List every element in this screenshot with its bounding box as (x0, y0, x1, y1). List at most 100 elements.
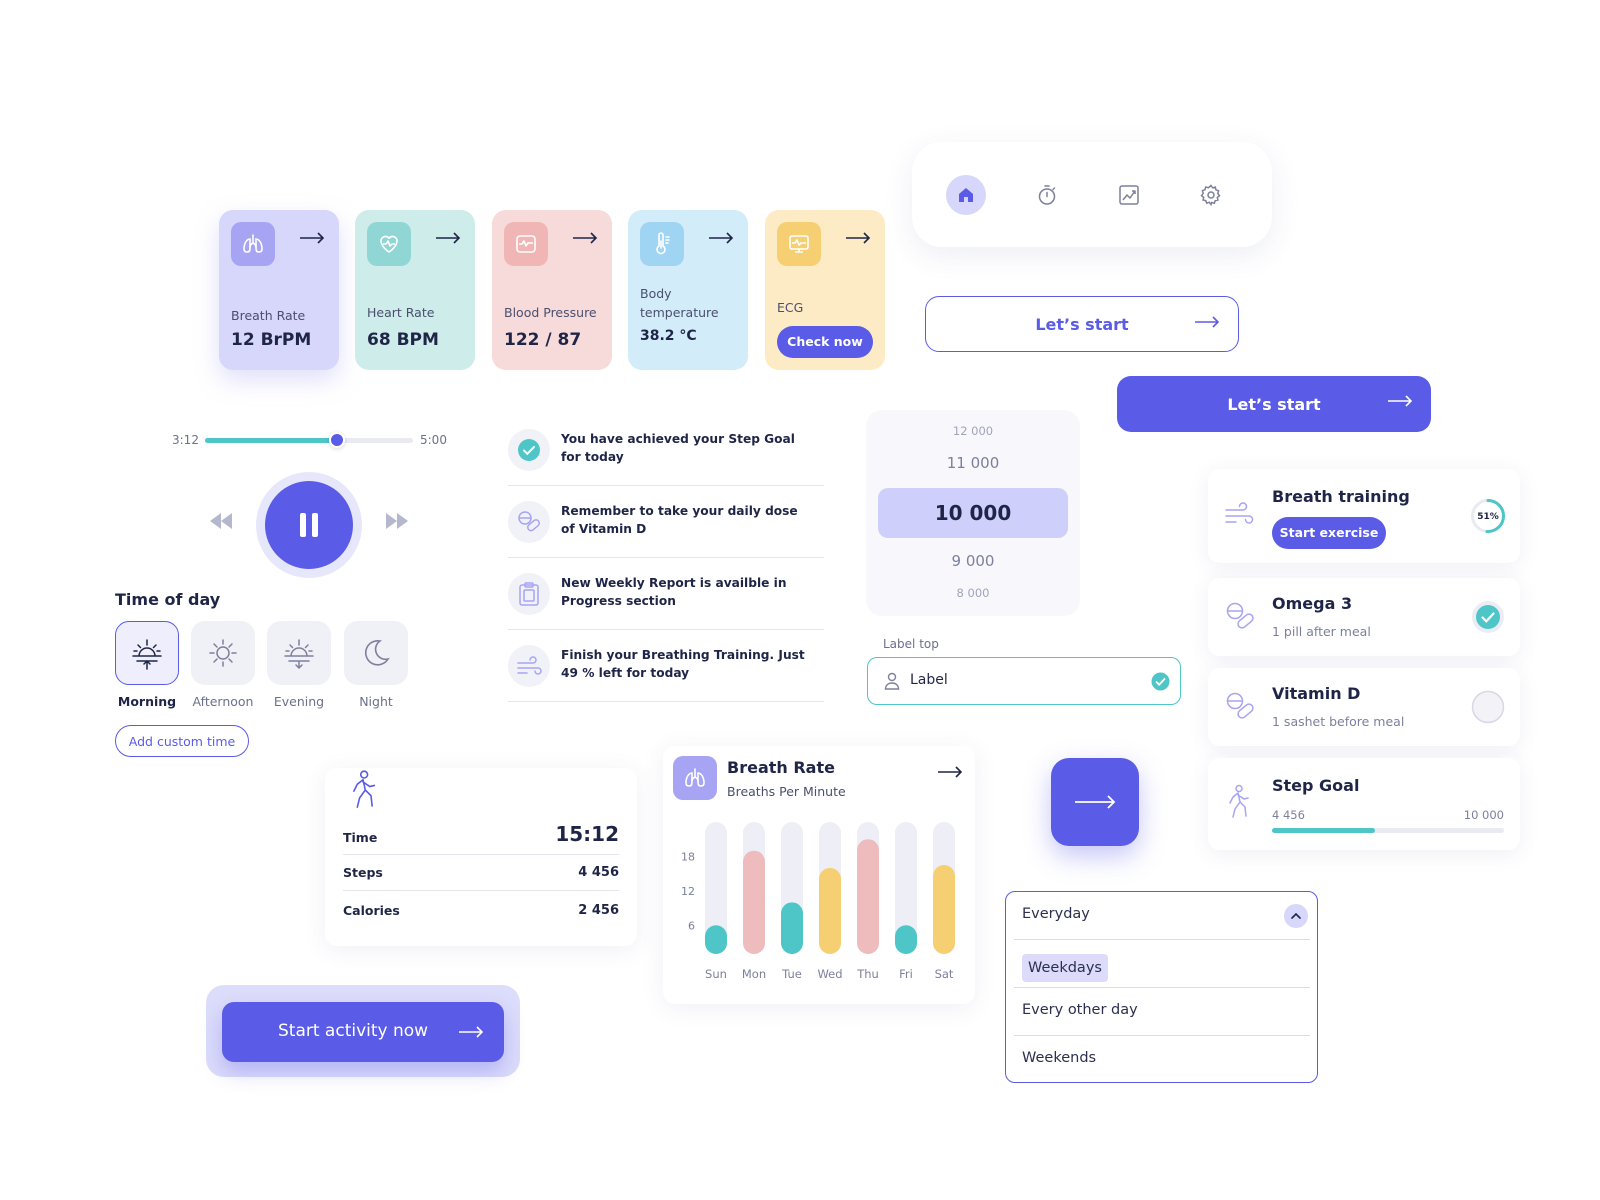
metric-card-blood-pressure[interactable]: Blood Pressure 122 / 87 (492, 210, 612, 370)
next-arrow-button[interactable] (1051, 758, 1139, 846)
picker-option[interactable]: 12 000 (952, 424, 994, 438)
progress-ring: 51% (1471, 499, 1505, 533)
step-progress-fill (1272, 828, 1376, 833)
metric-value: 68 BPM (367, 330, 439, 350)
omega-3-card[interactable]: Omega 3 1 pill after meal (1208, 578, 1520, 656)
start-exercise-button[interactable]: Start exercise (1272, 517, 1386, 549)
x-tick-label: Tue (781, 967, 802, 981)
time-option-night[interactable] (344, 621, 408, 685)
bar-wed[interactable] (819, 867, 841, 954)
button-label: Start activity now (278, 1021, 429, 1041)
walking-person-icon (1229, 784, 1249, 818)
ecg-monitor-icon (777, 222, 821, 266)
time-option-label: Afternoon (192, 694, 254, 709)
progress-slider-fill (205, 438, 338, 443)
arrow-right-icon[interactable] (937, 766, 963, 778)
metric-card-heart-rate[interactable]: Heart Rate 68 BPM (355, 210, 475, 370)
bottom-nav-bar (912, 142, 1272, 247)
time-option-afternoon[interactable] (191, 621, 255, 685)
breath-rate-chart-card[interactable]: Breath Rate Breaths Per Minute 6 12 18 Sun M… (663, 746, 975, 1004)
arrow-right-icon[interactable] (708, 232, 734, 244)
dropdown-option[interactable]: Weekends (1014, 1036, 1310, 1084)
check-now-button[interactable]: Check now (777, 326, 873, 358)
notification-item[interactable]: You have achieved your Step Goal for tod… (508, 414, 824, 486)
picker-selected[interactable]: 10 000 (878, 488, 1068, 538)
notification-item[interactable]: Remember to take your daily dose of Vita… (508, 486, 824, 558)
step-goal-picker[interactable]: 12 000 11 000 10 000 9 000 8 000 (866, 410, 1080, 616)
button-label: Let’s start (1035, 314, 1129, 334)
bar-sat[interactable] (933, 865, 955, 954)
unchecked-checkbox[interactable] (1471, 690, 1505, 724)
lets-start-outline-button[interactable]: Let’s start (925, 296, 1239, 352)
vitamin-d-card[interactable]: Vitamin D 1 sashet before meal (1208, 668, 1520, 746)
pause-button[interactable] (256, 472, 362, 578)
dropdown-option[interactable]: Every other day (1014, 988, 1310, 1036)
metric-card-ecg[interactable]: ECG Check now (765, 210, 885, 370)
arrow-right-icon (1388, 395, 1413, 407)
metric-label: Body temperature (640, 286, 719, 321)
nav-home[interactable] (946, 175, 986, 215)
chart-subtitle: Breaths Per Minute (727, 784, 846, 799)
steps-goal: 10 000 (1463, 808, 1504, 822)
activity-label: Time (343, 830, 378, 845)
dropdown-selected[interactable]: Everyday (1014, 892, 1310, 940)
bar-mon[interactable] (743, 850, 765, 954)
lungs-icon (231, 222, 275, 266)
bar-fri[interactable] (895, 925, 917, 954)
start-activity-container: Start activity now (206, 985, 520, 1077)
time-option-morning[interactable] (115, 621, 179, 685)
arrow-right-icon[interactable] (299, 232, 325, 244)
frequency-dropdown[interactable]: Everyday Weekdays Every other day Weeken… (1005, 891, 1318, 1083)
sunrise-icon (132, 639, 162, 670)
check-circle-icon (1151, 672, 1170, 691)
x-tick-label: Mon (742, 967, 766, 981)
y-tick-label: 18 (681, 850, 695, 863)
dropdown-option-label: Weekdays (1022, 954, 1108, 982)
bar-track (895, 822, 917, 954)
arrow-right-icon[interactable] (845, 232, 871, 244)
picker-option[interactable]: 11 000 (946, 454, 1000, 472)
chevron-up-icon[interactable] (1284, 904, 1308, 928)
user-icon (884, 672, 900, 690)
step-goal-card[interactable]: Step Goal 4 456 10 000 (1208, 758, 1520, 850)
picker-option[interactable]: 9 000 (951, 552, 995, 570)
rewind-icon[interactable] (208, 512, 234, 530)
picker-option[interactable]: 8 000 (956, 586, 990, 600)
start-activity-button[interactable]: Start activity now (222, 1002, 504, 1062)
home-icon (959, 188, 973, 202)
bar-sun[interactable] (705, 925, 727, 954)
progress-slider[interactable] (205, 432, 413, 448)
notification-item[interactable]: New Weekly Report is availble in Progres… (508, 558, 824, 630)
time-option-evening[interactable] (267, 621, 331, 685)
progress-slider-thumb[interactable] (329, 432, 346, 448)
checked-checkbox[interactable] (1471, 600, 1505, 634)
breath-training-card[interactable]: Breath training Start exercise 51% (1208, 469, 1520, 563)
arrow-right-icon[interactable] (572, 232, 598, 244)
arrow-right-icon[interactable] (435, 232, 461, 244)
fast-forward-icon[interactable] (384, 512, 410, 530)
pressure-monitor-icon (504, 222, 548, 266)
arrow-right-icon (1195, 316, 1220, 328)
sun-icon (209, 639, 237, 667)
nav-stopwatch[interactable] (1027, 175, 1067, 215)
card-subtitle: 1 pill after meal (1272, 624, 1371, 639)
notification-text: Finish your Breathing Training. Just 49 … (561, 648, 805, 681)
nav-progress[interactable] (1109, 175, 1149, 215)
nav-settings[interactable] (1191, 175, 1231, 215)
notification-item[interactable]: Finish your Breathing Training. Just 49 … (508, 630, 824, 702)
bar-thu[interactable] (857, 839, 879, 954)
activity-summary-card: Time 15:12 Steps 4 456 Calories 2 456 (325, 768, 637, 946)
metric-card-body-temperature[interactable]: Body temperature 38.2 °C (628, 210, 748, 370)
time-of-day-title: Time of day (115, 590, 221, 609)
x-tick-label: Sun (705, 967, 727, 981)
add-custom-time-button[interactable]: Add custom time (115, 725, 249, 757)
metric-card-breath-rate[interactable]: Breath Rate 12 BrPM (219, 210, 339, 370)
lets-start-solid-button[interactable]: Let’s start (1117, 376, 1431, 432)
metric-label: ECG (777, 300, 804, 315)
elapsed-time: 3:12 (172, 433, 199, 447)
label-input[interactable]: Label (867, 657, 1181, 705)
bar-tue[interactable] (781, 902, 803, 954)
y-tick-label: 12 (681, 885, 695, 898)
moon-icon (364, 639, 390, 666)
dropdown-option[interactable]: Weekdays (1014, 940, 1310, 988)
